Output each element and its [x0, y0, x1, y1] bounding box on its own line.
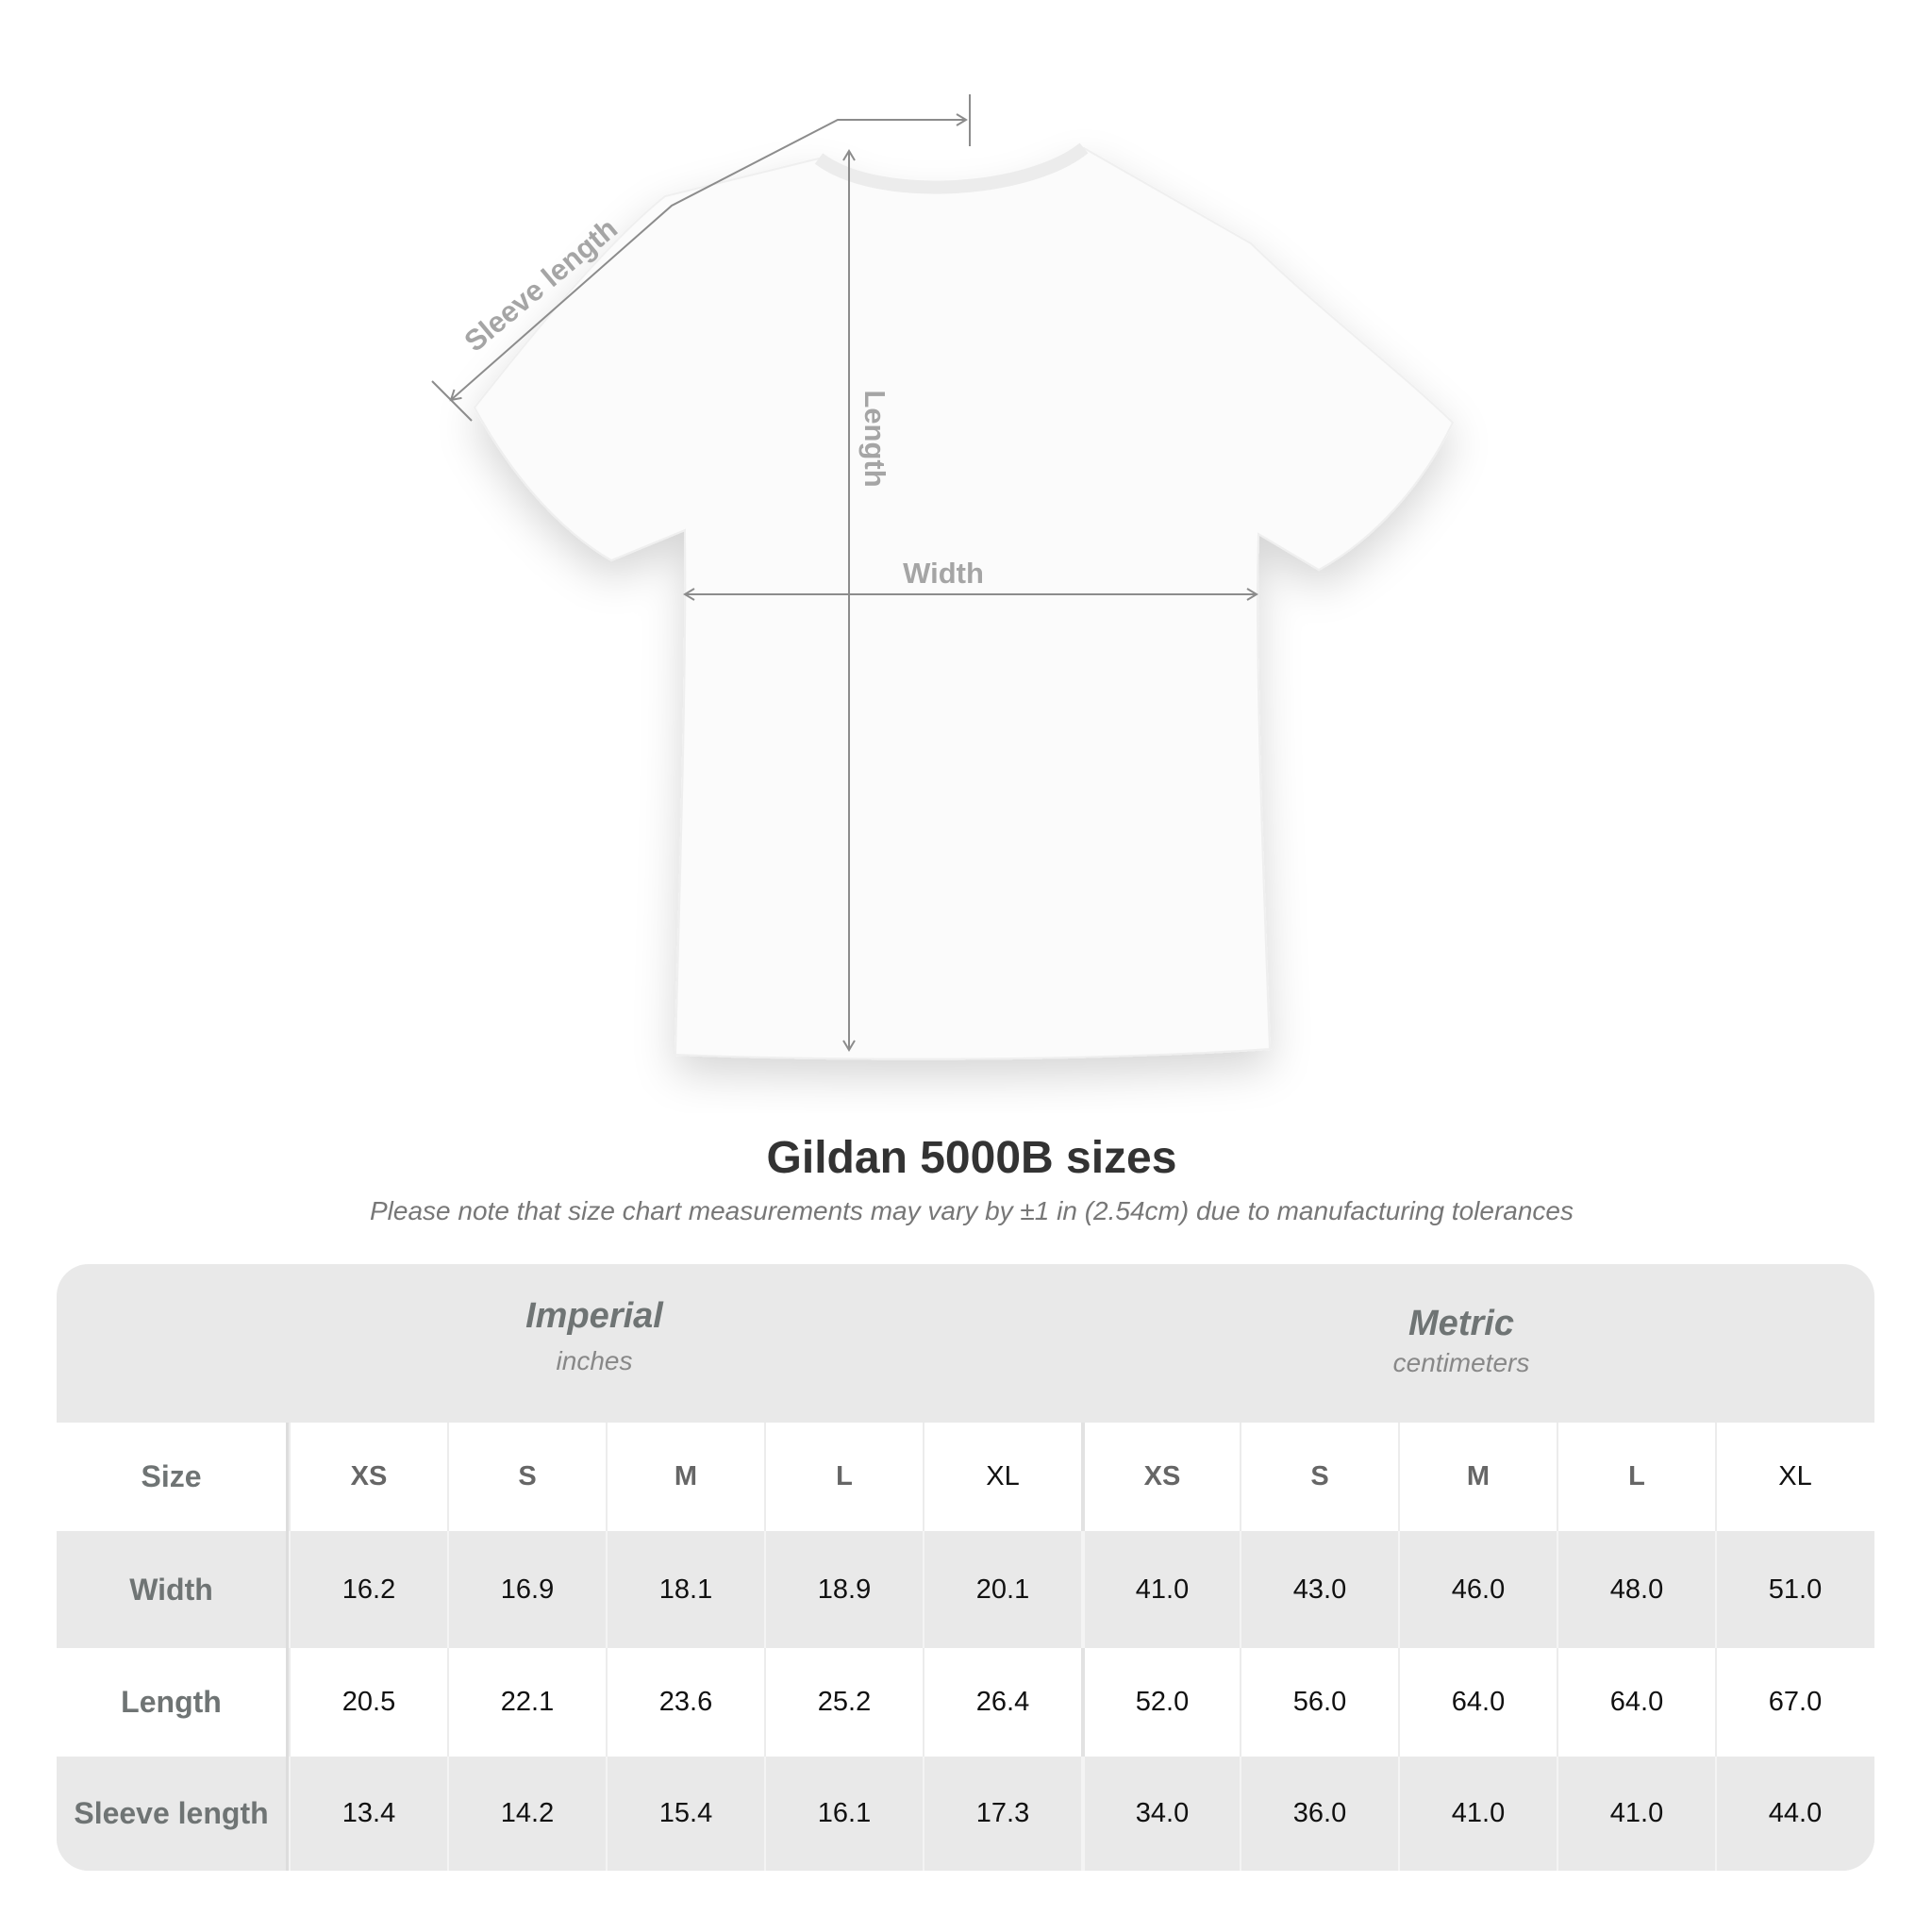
row-label: Width [57, 1531, 289, 1648]
table-cell: 67.0 [1715, 1648, 1874, 1757]
imperial-title: Imperial [525, 1296, 663, 1336]
table-cell: 16.9 [447, 1531, 606, 1648]
table-cell: 41.0 [1081, 1531, 1240, 1648]
size-header: S [447, 1423, 606, 1531]
size-header: M [1398, 1423, 1557, 1531]
table-cell: 25.2 [764, 1648, 923, 1757]
size-header: XL [923, 1423, 1081, 1531]
row-label: Length [57, 1648, 289, 1757]
table-cell: 64.0 [1557, 1648, 1715, 1757]
metric-title: Metric [1408, 1304, 1514, 1343]
table-cell: 36.0 [1240, 1757, 1398, 1871]
table-cell: 44.0 [1715, 1757, 1874, 1871]
size-header: XL [1715, 1423, 1874, 1531]
size-header: XS [289, 1423, 447, 1531]
table-cell: 20.5 [289, 1648, 447, 1757]
length-label: Length [858, 390, 891, 487]
metric-header: Metric centimeters [1178, 1304, 1744, 1378]
width-label: Width [903, 557, 984, 590]
table-cell: 48.0 [1557, 1531, 1715, 1648]
size-header: S [1240, 1423, 1398, 1531]
table-cell: 23.6 [606, 1648, 764, 1757]
tshirt-diagram: Width Length Sleeve length [431, 94, 1455, 1060]
size-header: L [764, 1423, 923, 1531]
sleeve-start-tick [431, 380, 473, 422]
table-cell: 16.1 [764, 1757, 923, 1871]
table-cell: 41.0 [1557, 1757, 1715, 1871]
table-cell: 51.0 [1715, 1531, 1874, 1648]
sleeve-length-arrow [449, 113, 968, 402]
table-cell: 13.4 [289, 1757, 447, 1871]
table-cell: 22.1 [447, 1648, 606, 1757]
row-label: Sleeve length [57, 1757, 289, 1871]
table-cell: 26.4 [923, 1648, 1081, 1757]
table-cell: 15.4 [606, 1757, 764, 1871]
imperial-unit: inches [556, 1346, 633, 1375]
tshirt-shape [473, 146, 1455, 1060]
table-cell: 46.0 [1398, 1531, 1557, 1648]
size-table: Imperial inches Metric centimeters Size … [57, 1264, 1874, 1871]
table-cell: 52.0 [1081, 1648, 1240, 1757]
table-row: Sleeve length 13.4 14.2 15.4 16.1 17.3 3… [57, 1757, 1874, 1871]
size-header: M [606, 1423, 764, 1531]
size-label: Size [57, 1423, 289, 1531]
size-header-row: Size XS S M L XL XS S M L XL [57, 1423, 1874, 1531]
table-cell: 64.0 [1398, 1648, 1557, 1757]
imperial-header: Imperial inches [311, 1296, 877, 1376]
table-cell: 43.0 [1240, 1531, 1398, 1648]
table-cell: 16.2 [289, 1531, 447, 1648]
table-cell: 18.1 [606, 1531, 764, 1648]
table-cell: 14.2 [447, 1757, 606, 1871]
table-cell: 17.3 [923, 1757, 1081, 1871]
chart-title: Gildan 5000B sizes [766, 1133, 1177, 1183]
tolerance-note: Please note that size chart measurements… [370, 1196, 1574, 1225]
table-row: Length 20.5 22.1 23.6 25.2 26.4 52.0 56.… [57, 1648, 1874, 1757]
metric-unit: centimeters [1392, 1348, 1530, 1377]
table-cell: 20.1 [923, 1531, 1081, 1648]
table-cell: 34.0 [1081, 1757, 1240, 1871]
table-cell: 41.0 [1398, 1757, 1557, 1871]
table-row: Width 16.2 16.9 18.1 18.9 20.1 41.0 43.0… [57, 1531, 1874, 1648]
size-header: L [1557, 1423, 1715, 1531]
table-cell: 56.0 [1240, 1648, 1398, 1757]
table-cell: 18.9 [764, 1531, 923, 1648]
size-header: XS [1081, 1423, 1240, 1531]
